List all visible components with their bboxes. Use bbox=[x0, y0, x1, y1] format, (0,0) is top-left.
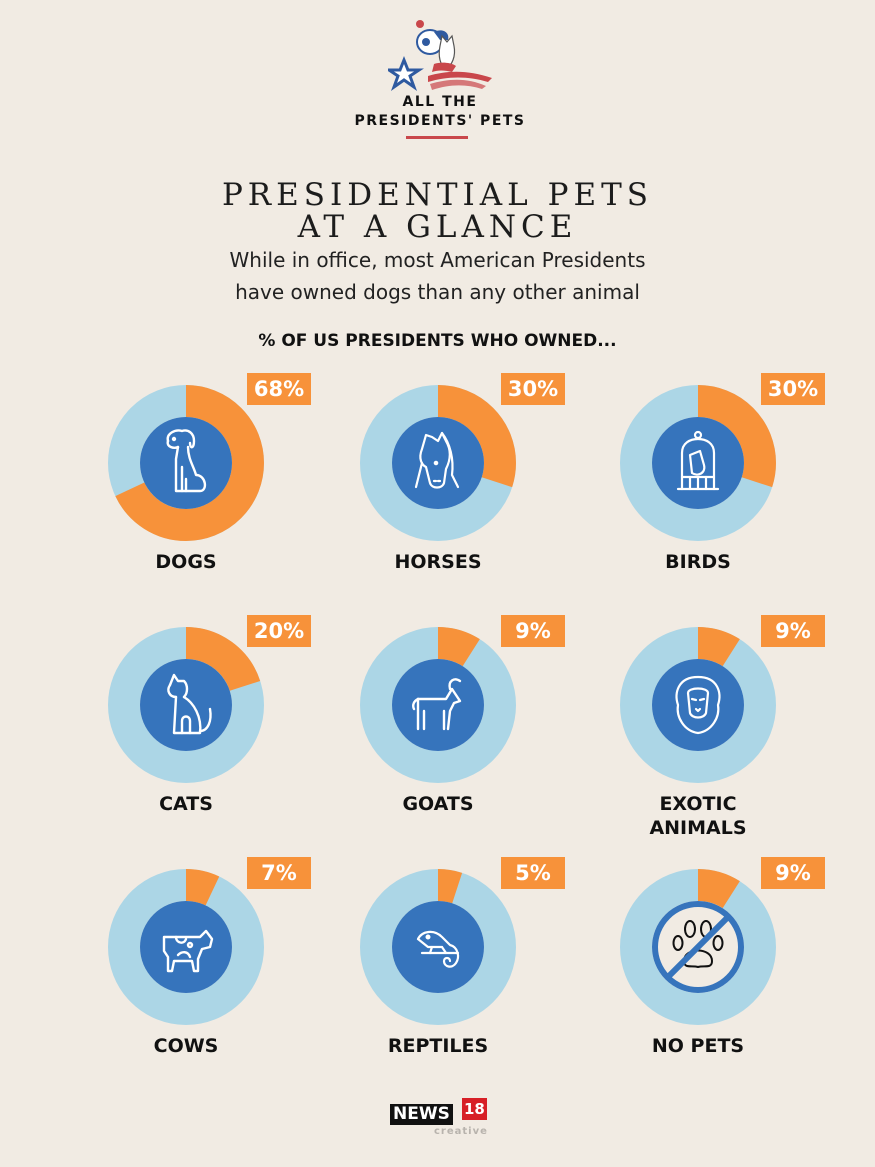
donut-chart bbox=[360, 385, 516, 541]
percent-badge: 30% bbox=[761, 373, 825, 405]
tile-label-line-1: EXOTIC bbox=[659, 793, 737, 815]
tile-label: COWS bbox=[153, 1035, 219, 1057]
dog-icon bbox=[166, 429, 207, 493]
bird-cage-icon bbox=[676, 430, 720, 491]
no-paw-icon bbox=[652, 901, 744, 993]
percent-badge: 20% bbox=[247, 615, 311, 647]
brand-sub: creative bbox=[434, 1126, 488, 1137]
subtitle-line-2: have owned dogs than any other animal bbox=[235, 280, 640, 304]
brand-logo: ALL THE PRESIDENTS' PETS bbox=[340, 14, 540, 142]
chart-tile-birds: 30% BIRDS bbox=[578, 363, 825, 603]
tile-label: REPTILES bbox=[387, 1035, 489, 1057]
chart-tile-goats: 9% GOATS bbox=[318, 605, 565, 845]
logo-line-1: ALL THE bbox=[402, 94, 478, 110]
donut-chart bbox=[620, 385, 776, 541]
tile-label-line-2: ANIMALS bbox=[649, 817, 747, 839]
donut-chart bbox=[360, 869, 516, 1025]
news18-creative-logo: NEWS 18 creative bbox=[390, 1098, 500, 1143]
donut-chart bbox=[108, 869, 264, 1025]
tile-label: NO PETS bbox=[651, 1035, 745, 1057]
donut-chart bbox=[108, 385, 264, 541]
page-title-line-2: AT A GLANCE bbox=[297, 209, 578, 245]
chart-tile-dogs: 68% DOGS bbox=[66, 363, 311, 603]
cow-icon bbox=[162, 929, 214, 973]
donut-chart bbox=[620, 869, 776, 1025]
logo-underline bbox=[406, 136, 468, 139]
logo-line-2: PRESIDENTS' PETS bbox=[354, 113, 526, 129]
donut-chart bbox=[620, 627, 776, 783]
chart-tile-no-pets: 9% NO PETS bbox=[578, 847, 825, 1087]
percent-badge: 9% bbox=[761, 857, 825, 889]
subtitle-line-1: While in office, most American President… bbox=[229, 248, 646, 272]
brand-word: NEWS bbox=[390, 1104, 453, 1125]
chart-tile-reptiles: 5% REPTILES bbox=[318, 847, 565, 1087]
chart-tile-cows: 7% COWS bbox=[66, 847, 311, 1087]
page-title-line-1: PRESIDENTIAL PETS bbox=[221, 177, 654, 213]
cat-icon bbox=[167, 673, 212, 735]
section-heading: % OF US PRESIDENTS WHO OWNED... bbox=[258, 331, 617, 351]
percent-badge: 68% bbox=[247, 373, 311, 405]
brand-number: 18 bbox=[462, 1098, 487, 1120]
donut-chart bbox=[108, 627, 264, 783]
percent-badge: 7% bbox=[247, 857, 311, 889]
chart-tile-horses: 30% HORSES bbox=[318, 363, 565, 603]
horse-icon bbox=[414, 431, 460, 489]
chart-tile-exotic-animals: 9% EXOTIC ANIMALS bbox=[578, 605, 825, 845]
goat-icon bbox=[412, 678, 462, 731]
lion-icon bbox=[675, 675, 721, 735]
percent-badge: 9% bbox=[501, 615, 565, 647]
percent-badge: 5% bbox=[501, 857, 565, 889]
percent-badge: 9% bbox=[761, 615, 825, 647]
tile-label: DOGS bbox=[155, 551, 217, 573]
tile-label: GOATS bbox=[402, 793, 474, 815]
dog-cat-star-flag-icon bbox=[388, 20, 492, 91]
donut-chart bbox=[360, 627, 516, 783]
chameleon-icon bbox=[416, 930, 460, 968]
chart-tile-cats: 20% CATS bbox=[66, 605, 311, 845]
tile-label: HORSES bbox=[394, 551, 482, 573]
percent-badge: 30% bbox=[501, 373, 565, 405]
tile-label: CATS bbox=[159, 793, 213, 815]
tile-label: BIRDS bbox=[665, 551, 731, 573]
